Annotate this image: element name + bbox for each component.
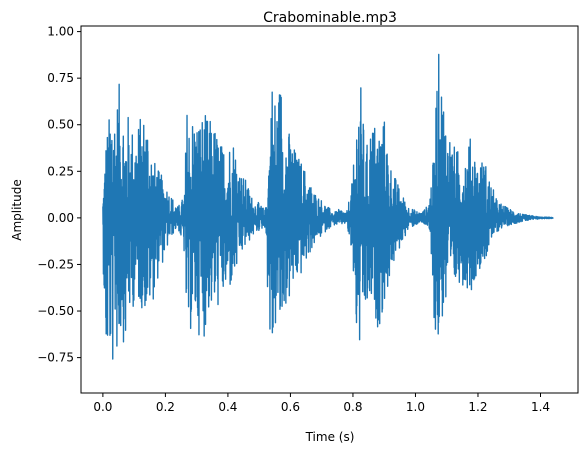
y-tick-label: −0.75: [37, 351, 74, 365]
chart-title: Crabominable.mp3: [263, 10, 397, 26]
x-tick-label: 0.8: [343, 400, 362, 414]
y-axis: −0.75 −0.50 −0.25 0.00 0.25 0.50 0.75 1.00: [37, 25, 81, 365]
x-tick-label: 1.2: [468, 400, 487, 414]
x-axis: 0.0 0.2 0.4 0.6 0.8 1.0 1.2 1.4: [93, 393, 550, 414]
x-axis-label: Time (s): [305, 430, 355, 444]
x-tick-label: 0.2: [156, 400, 175, 414]
y-tick-label: 1.00: [47, 25, 74, 39]
x-tick-label: 1.0: [406, 400, 425, 414]
x-tick-label: 0.4: [218, 400, 237, 414]
y-tick-label: 0.75: [47, 71, 74, 85]
plot-area: [102, 53, 554, 360]
y-tick-label: −0.25: [37, 257, 74, 271]
y-tick-label: 0.00: [47, 211, 74, 225]
y-tick-label: 0.50: [47, 118, 74, 132]
x-tick-label: 0.6: [281, 400, 300, 414]
x-tick-label: 1.4: [531, 400, 550, 414]
y-tick-label: −0.50: [37, 304, 74, 318]
axes-frame: [80, 25, 579, 394]
y-axis-label: Amplitude: [10, 179, 24, 241]
x-tick-label: 0.0: [93, 400, 112, 414]
waveform-line: [102, 53, 554, 360]
y-tick-label: 0.25: [47, 164, 74, 178]
